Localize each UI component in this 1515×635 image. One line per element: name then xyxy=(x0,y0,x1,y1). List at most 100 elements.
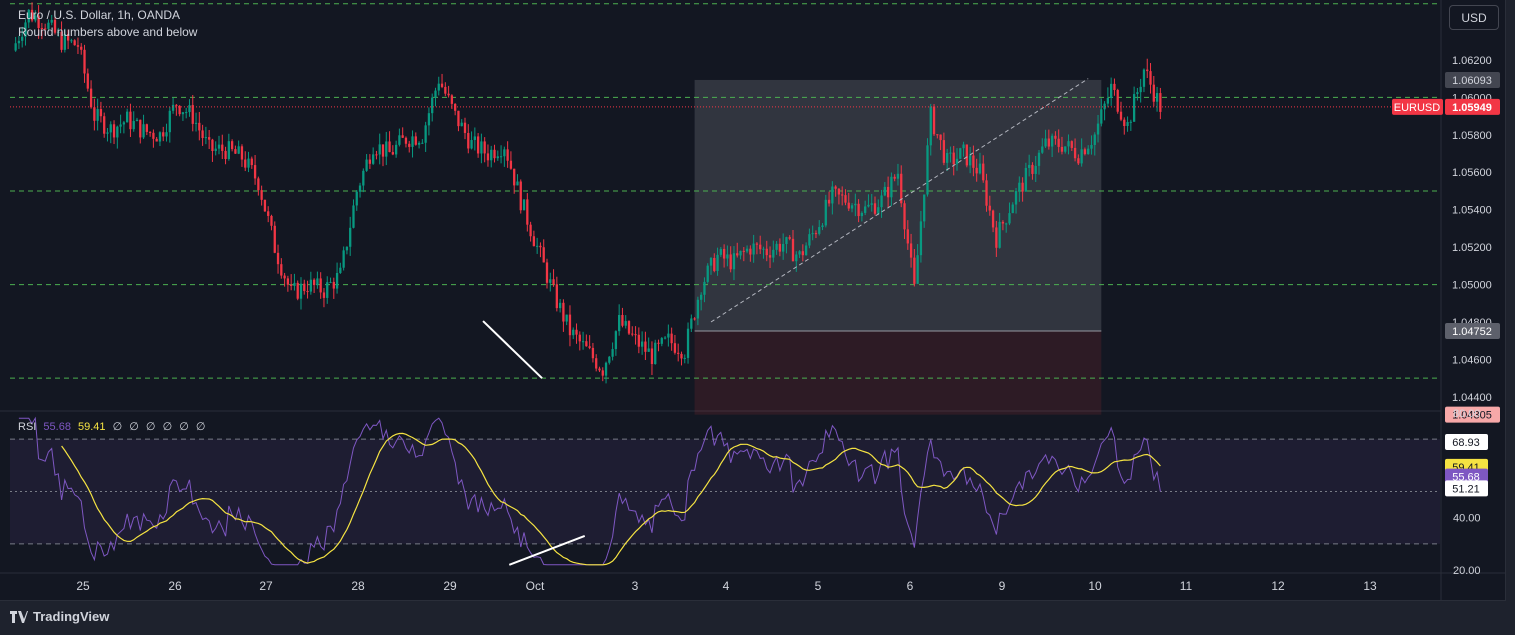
candle-body xyxy=(119,124,122,127)
candle-body xyxy=(93,107,96,121)
candle-body xyxy=(913,257,916,284)
candle-body xyxy=(1096,123,1100,135)
rsi-empty-value: ∅ xyxy=(179,421,189,433)
candle-body xyxy=(867,204,870,207)
candle-body xyxy=(106,132,109,134)
candle-body xyxy=(181,112,185,115)
candle-body xyxy=(116,126,119,138)
candle-body xyxy=(332,281,335,289)
candle-body xyxy=(923,194,926,222)
rsi-tick-label: 20.00 xyxy=(1453,565,1481,577)
candle-body xyxy=(358,185,362,192)
candle-body xyxy=(1083,149,1087,155)
candle-body xyxy=(322,292,326,298)
candle-body xyxy=(968,155,972,166)
price-tick-label: 1.05600 xyxy=(1452,167,1492,179)
position-target-label-bg xyxy=(1445,71,1500,88)
candle-body xyxy=(296,282,299,299)
candle-body xyxy=(693,318,696,320)
candle-body xyxy=(975,167,978,174)
candle-body xyxy=(634,334,637,336)
candle-body xyxy=(476,136,480,154)
chart-canvas[interactable]: 1.064001.062001.060001.058001.056001.054… xyxy=(0,0,1505,600)
candle-body xyxy=(1021,182,1024,192)
price-tick-label: 1.05400 xyxy=(1452,205,1492,217)
candle-body xyxy=(601,370,604,376)
current-price-label: 1.05949 xyxy=(1452,102,1492,114)
candle-body xyxy=(768,255,772,258)
currency-button[interactable]: USD xyxy=(1449,5,1499,30)
candle-body xyxy=(493,149,496,159)
candle-body xyxy=(1070,141,1073,148)
candle-body xyxy=(762,248,765,250)
candle-body xyxy=(870,203,873,205)
candle-body xyxy=(1047,138,1050,147)
price-tick-label: 1.04400 xyxy=(1452,392,1492,404)
candle-body xyxy=(473,136,476,141)
candle-body xyxy=(850,205,854,209)
candle-body xyxy=(201,130,204,139)
candle-body xyxy=(211,139,214,152)
candle-body xyxy=(267,211,270,216)
candle-body xyxy=(575,329,578,335)
candle-body xyxy=(126,111,129,123)
chart-frame[interactable]: 1.064001.062001.060001.058001.056001.054… xyxy=(0,0,1506,601)
candle-body xyxy=(929,106,932,146)
position-target-label: 1.06093 xyxy=(1452,75,1492,87)
symbol-tag-bg xyxy=(1392,98,1443,115)
time-tick-label: 13 xyxy=(1363,579,1377,593)
candle-body xyxy=(778,243,782,252)
tradingview-logo[interactable]: TradingView xyxy=(10,609,109,624)
candle-body xyxy=(624,321,627,326)
candle-body xyxy=(503,149,506,157)
candle-body xyxy=(955,158,959,165)
candle-body xyxy=(424,125,427,143)
candle-body xyxy=(50,19,53,23)
candle-body xyxy=(860,212,864,217)
candle-body xyxy=(263,199,267,212)
candle-body xyxy=(381,144,385,157)
symbol-title[interactable]: Euro / U.S. Dollar, 1h, OANDA xyxy=(18,8,181,22)
candle-body xyxy=(24,22,27,37)
current-price-label-bg xyxy=(1445,98,1500,115)
price-tick-label: 1.06200 xyxy=(1452,55,1492,67)
candle-body xyxy=(529,224,532,237)
candle-body xyxy=(608,356,611,363)
candle-body xyxy=(604,362,608,376)
candle-body xyxy=(765,248,768,256)
candle-body xyxy=(60,31,63,50)
time-tick-label: 12 xyxy=(1271,579,1285,593)
candle-body xyxy=(53,19,57,33)
candle-body xyxy=(1149,71,1152,85)
candle-body xyxy=(998,221,1001,248)
candle-body xyxy=(299,283,303,299)
candle-body xyxy=(562,302,565,322)
candle-body xyxy=(513,168,516,186)
candle-body xyxy=(99,109,103,117)
candle-body xyxy=(673,343,677,353)
candle-body xyxy=(959,148,962,159)
price-tick-label: 1.04600 xyxy=(1452,354,1492,366)
indicator-title[interactable]: Round numbers above and below xyxy=(18,25,198,39)
candle-body xyxy=(86,73,89,89)
candle-body xyxy=(811,233,814,235)
candle-body xyxy=(549,279,552,283)
candle-body xyxy=(250,158,253,166)
candle-body xyxy=(434,90,437,98)
candle-body xyxy=(877,207,880,214)
rsi-current-value: 55.68 xyxy=(43,421,71,433)
rsi-legend[interactable]: RSI 55.68 59.41 ∅ ∅ ∅ ∅ ∅ ∅ xyxy=(18,420,209,433)
candle-body xyxy=(847,202,850,209)
candle-body xyxy=(21,36,24,41)
candle-body xyxy=(47,22,50,29)
candle-body xyxy=(253,165,257,179)
candle-body xyxy=(545,262,549,283)
candle-body xyxy=(421,142,424,144)
candle-body xyxy=(286,278,290,285)
candle-body xyxy=(148,131,152,133)
candle-body xyxy=(132,121,135,130)
candle-body xyxy=(398,135,401,145)
candle-body xyxy=(982,163,985,181)
candle-body xyxy=(175,104,178,106)
candle-body xyxy=(316,278,319,286)
